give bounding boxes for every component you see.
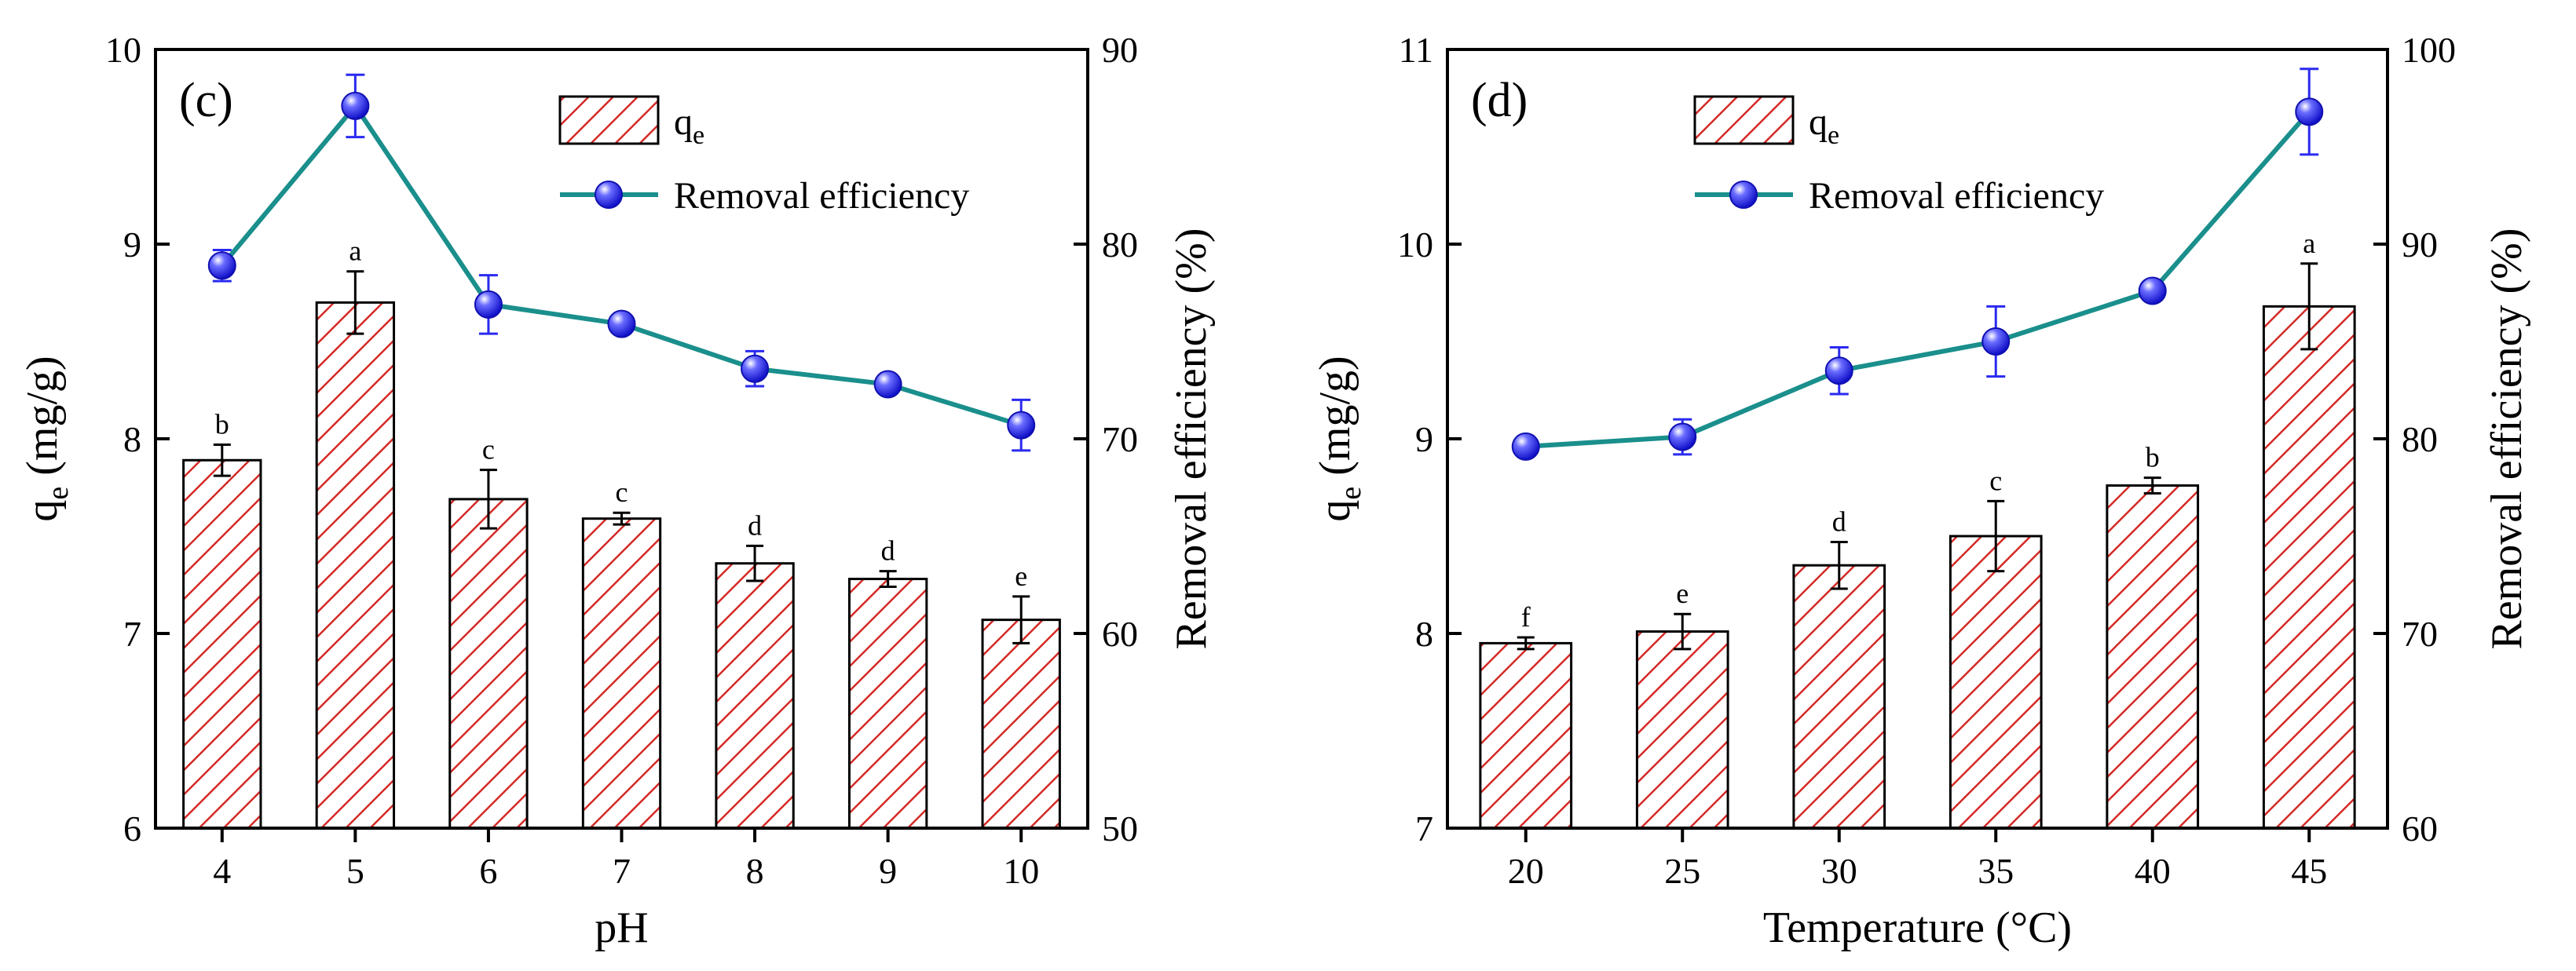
x-tick-label: 25	[1664, 851, 1700, 891]
y-axis-title: qe (mg/g)	[18, 356, 75, 521]
x-tick-label: 6	[479, 851, 497, 891]
y2-tick-label: 90	[2402, 224, 2438, 265]
y-tick-label: 7	[123, 614, 141, 654]
x-tick-label: 35	[1978, 851, 2014, 891]
x-tick-label: 4	[213, 851, 231, 891]
y-tick-label: 7	[1415, 809, 1433, 849]
significance-label: d	[1832, 506, 1846, 537]
significance-label: b	[2146, 442, 2160, 473]
y2-tick-label: 50	[1102, 809, 1138, 849]
significance-label: d	[748, 509, 762, 541]
legend-bar-swatch	[1693, 95, 1795, 145]
legend-line-label: Removal efficiency	[674, 175, 969, 217]
legend: qe Removal efficiency	[1693, 95, 2104, 217]
panel-label: (c)	[179, 74, 233, 127]
bar-4	[182, 458, 262, 830]
bar-25	[1635, 630, 1729, 830]
bar-10	[981, 619, 1061, 830]
x-tick-label: 20	[1508, 851, 1544, 891]
line-point-45	[2295, 97, 2324, 126]
x-axis-title: pH	[595, 903, 648, 952]
y-tick-label: 6	[123, 809, 141, 849]
line-point-7	[607, 309, 636, 338]
y2-tick-label: 80	[2402, 419, 2438, 459]
y2-tick-label: 70	[1102, 419, 1138, 459]
x-axis-title: Temperature (°C)	[1763, 903, 2072, 952]
bar-9	[847, 578, 928, 830]
x-tick-label: 40	[2135, 851, 2171, 891]
significance-label: c	[616, 476, 628, 508]
legend-marker	[595, 181, 623, 209]
y2-axis-title: Removal efficiency (%)	[2483, 228, 2531, 650]
panel-label: (d)	[1471, 74, 1528, 127]
y-tick-label: 8	[1415, 614, 1433, 654]
bar-7	[581, 517, 662, 830]
x-tick-label: 10	[1003, 851, 1039, 891]
significance-label: d	[881, 535, 895, 567]
legend-bar-label: qe	[1809, 101, 1839, 150]
legend-marker	[1729, 181, 1758, 209]
y-tick-label: 10	[1397, 224, 1433, 265]
line-point-5	[341, 91, 370, 120]
y2-tick-label: 90	[1102, 30, 1138, 70]
line-point-25	[1668, 422, 1697, 451]
significance-label: b	[215, 408, 229, 440]
bar-30	[1792, 564, 1886, 830]
significance-label: c	[1989, 465, 2002, 496]
legend-bar-swatch	[558, 95, 660, 145]
line-point-20	[1511, 432, 1540, 461]
y2-tick-label: 80	[1102, 224, 1138, 265]
y-tick-label: 9	[1415, 419, 1433, 459]
x-tick-label: 9	[879, 851, 897, 891]
chart-panel-1: f e d c b a 7 8 9 10 11 60 70 80 90 100 20 25 30 35 40 45 Temp…	[1311, 30, 2531, 952]
x-tick-label: 30	[1821, 851, 1857, 891]
chart-panel-0: b a c c d d e 6 7 8 9 10 50 60 70 80 90 4 5 6 7 8 9 10 pH qe (mg/…	[18, 30, 1216, 952]
legend-bar-label: qe	[674, 101, 704, 150]
bar-6	[448, 498, 529, 830]
y2-tick-label: 60	[1102, 614, 1138, 654]
removal-efficiency-line	[1525, 110, 2311, 449]
y2-tick-label: 70	[2402, 614, 2438, 654]
legend-line-label: Removal efficiency	[1809, 175, 2104, 217]
line-point-6	[474, 290, 503, 319]
y-tick-label: 10	[105, 30, 141, 70]
line-point-40	[2138, 276, 2167, 305]
x-tick-label: 7	[613, 851, 631, 891]
significance-label: e	[1676, 578, 1689, 609]
y-tick-label: 9	[123, 224, 141, 265]
bar-40	[2106, 484, 2200, 830]
plot-frame	[1446, 48, 2389, 830]
significance-label: e	[1015, 560, 1027, 592]
bar-5	[315, 301, 396, 830]
x-tick-label: 45	[2291, 851, 2327, 891]
bar-45	[2262, 305, 2356, 830]
significance-label: a	[349, 235, 361, 267]
x-tick-label: 8	[746, 851, 764, 891]
bar-35	[1948, 535, 2043, 830]
y-tick-label: 8	[123, 419, 141, 459]
legend: qe Removal efficiency	[558, 95, 969, 217]
y2-axis-title: Removal efficiency (%)	[1167, 228, 1216, 650]
significance-label: a	[2303, 228, 2315, 259]
significance-label: c	[482, 434, 495, 465]
line-point-10	[1007, 411, 1036, 440]
line-point-35	[1981, 327, 2011, 356]
x-tick-label: 5	[346, 851, 364, 891]
y-tick-label: 11	[1399, 30, 1433, 70]
significance-label: f	[1521, 601, 1531, 633]
y2-tick-label: 60	[2402, 809, 2438, 849]
bar-20	[1479, 641, 1573, 830]
bar-8	[715, 562, 795, 830]
line-point-30	[1824, 356, 1853, 385]
line-point-8	[741, 354, 770, 383]
y-axis-title: qe (mg/g)	[1311, 356, 1367, 521]
y2-tick-label: 100	[2402, 30, 2456, 70]
line-point-4	[207, 251, 236, 280]
line-point-9	[873, 370, 902, 399]
